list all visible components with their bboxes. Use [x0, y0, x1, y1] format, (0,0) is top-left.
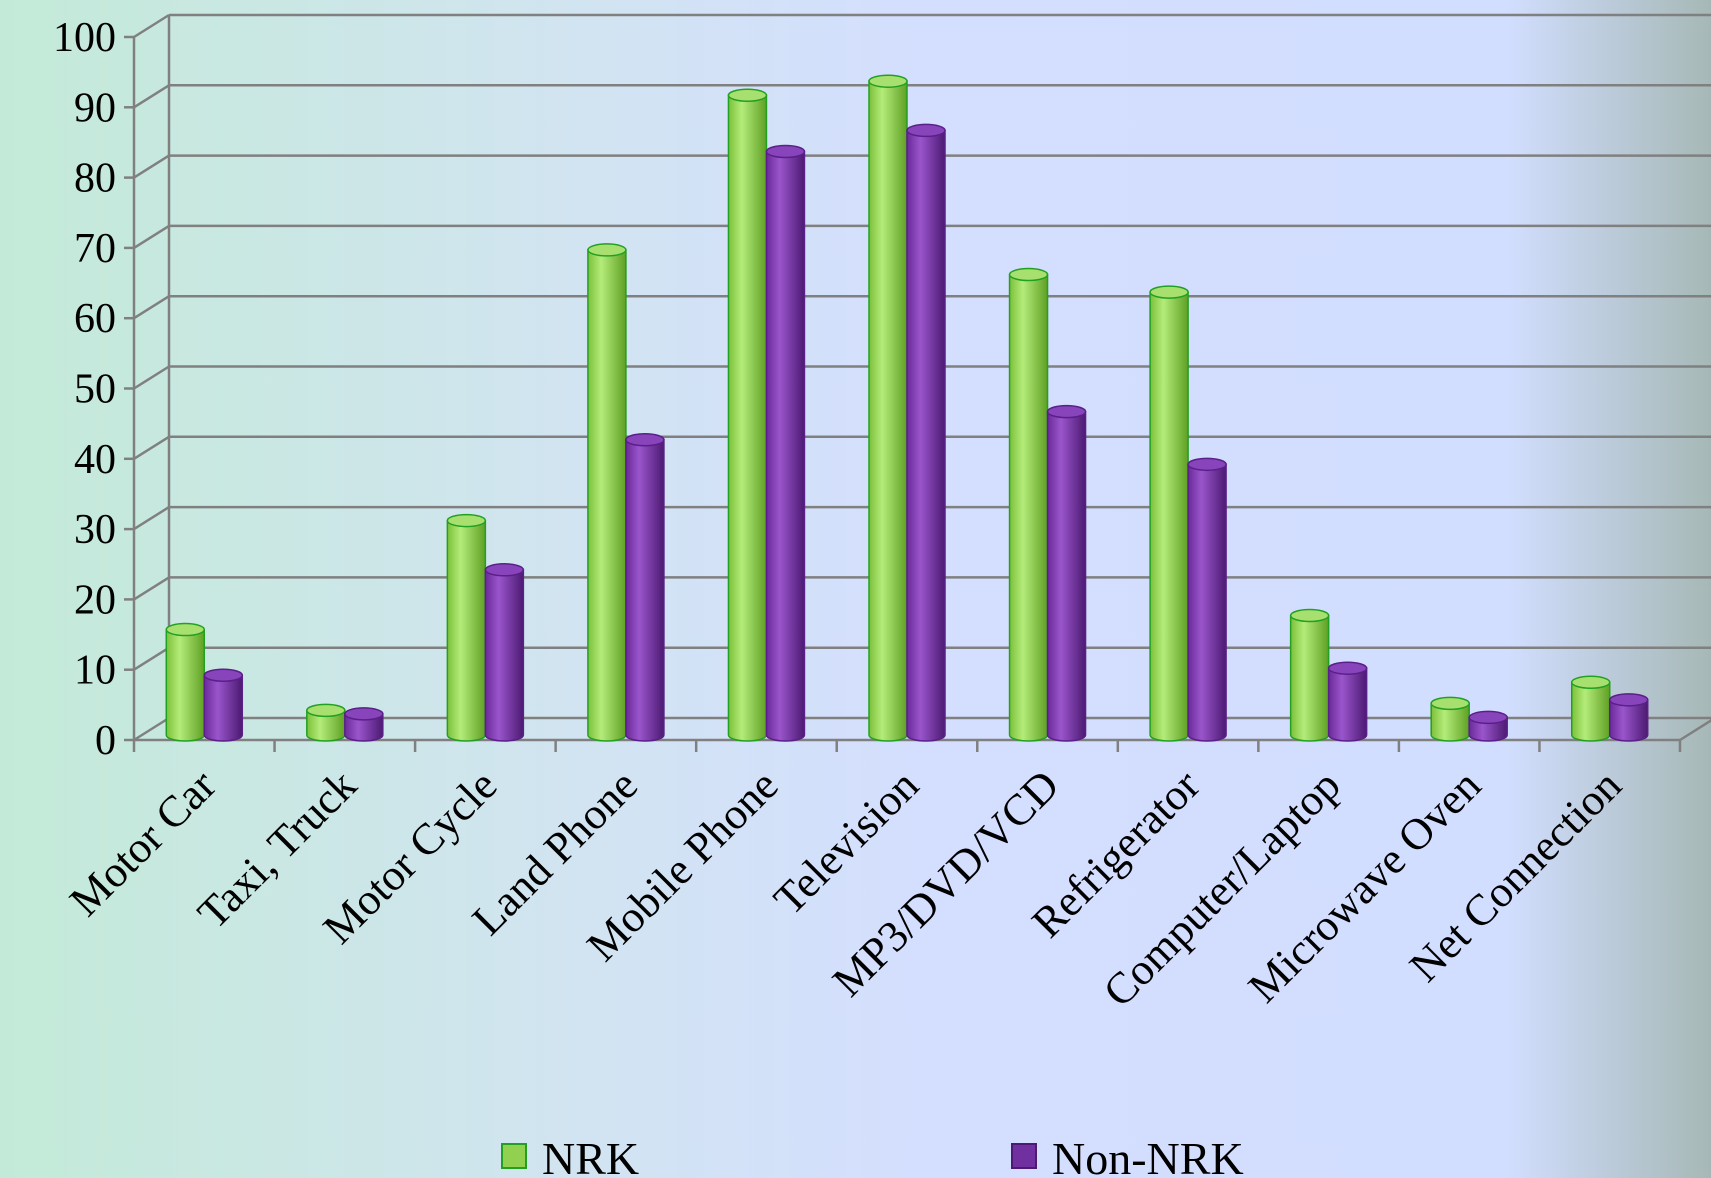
gridline-slant [133, 506, 170, 531]
y-tick-label: 50 [74, 367, 116, 413]
y-tick-label: 80 [74, 156, 116, 202]
y-tick-label: 0 [95, 718, 116, 764]
y-tick-label: 60 [74, 296, 116, 342]
bar-nrk [727, 88, 768, 742]
legend-item-non-nrk: Non-NRK [1011, 1133, 1244, 1178]
gridline-slant [133, 716, 170, 742]
bar-non-nrk [765, 144, 806, 742]
bar-non-nrk [1327, 661, 1368, 742]
bar-non-nrk [625, 432, 665, 742]
bar-non-nrk [344, 707, 384, 742]
bar-non-nrk [906, 123, 946, 742]
gridline-slant [133, 84, 170, 109]
y-tick-label: 100 [53, 15, 116, 61]
bar-non-nrk [203, 668, 244, 742]
legend-item-nrk: NRK [501, 1133, 639, 1178]
bar-nrk [446, 513, 487, 742]
legend-label: NRK [542, 1133, 639, 1178]
gridline-slant [133, 646, 170, 671]
bar-nrk [1149, 285, 1189, 742]
floor-edge [1679, 719, 1711, 742]
y-tick-label: 70 [74, 226, 116, 272]
bar-nrk [587, 243, 627, 742]
legend-swatch [1011, 1143, 1037, 1169]
gridline-slant [133, 154, 170, 179]
axes [124, 15, 1711, 752]
bar-nrk [1289, 608, 1330, 742]
y-tick-label: 20 [74, 577, 116, 623]
gridline-slant [133, 224, 170, 249]
bar-non-nrk [1608, 693, 1649, 742]
bar-nrk [1008, 267, 1049, 742]
bar-nrk [1570, 675, 1611, 742]
y-tick-label: 40 [74, 437, 116, 483]
bar-nrk [165, 622, 206, 742]
gridline-slant [133, 365, 170, 390]
y-tick-label: 30 [74, 507, 116, 553]
y-tick-label: 10 [74, 648, 116, 694]
bar-non-nrk [1468, 710, 1508, 742]
bar-non-nrk [484, 563, 525, 742]
bar-nrk [1430, 696, 1470, 742]
gridline-slant [133, 13, 170, 39]
bar-non-nrk [1046, 404, 1087, 742]
y-tick-label: 90 [74, 85, 116, 131]
legend-swatch [501, 1143, 527, 1169]
bar-non-nrk [1187, 457, 1227, 742]
gridline-slant [133, 295, 170, 320]
bars [165, 74, 1649, 742]
bar-nrk [306, 703, 346, 742]
legend: NRK Non-NRK [501, 1133, 1244, 1178]
legend-label: Non-NRK [1052, 1133, 1244, 1178]
bar-nrk [868, 74, 908, 742]
gridline-slant [133, 576, 170, 601]
gridline-slant [133, 435, 170, 460]
y-tick-labels: 0 10 20 30 40 50 60 70 80 90 100 [53, 15, 116, 764]
